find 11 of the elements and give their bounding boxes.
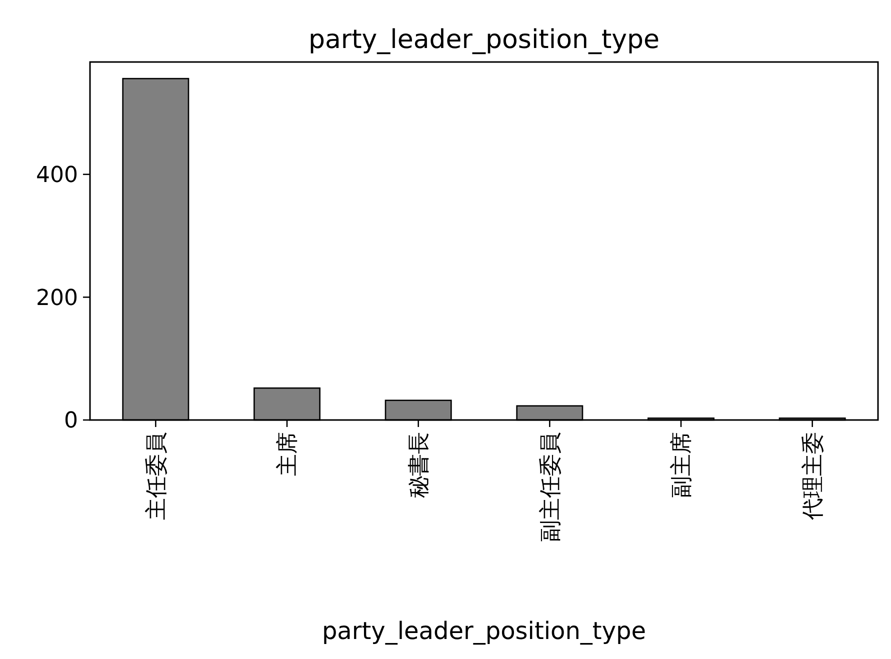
y-tick-label: 200 [36, 286, 78, 311]
x-tick-label: 代理主委 [801, 432, 826, 521]
y-tick-label: 400 [36, 163, 78, 188]
x-tick-label: 主任委員 [144, 432, 170, 520]
x-tick-label: 主席 [276, 432, 301, 476]
x-tick-label: 副主任委員 [538, 432, 564, 542]
chart-title: party_leader_position_type [308, 25, 660, 55]
x-tick-label: 秘書長 [407, 432, 432, 498]
x-axis-title: party_leader_position_type [322, 617, 646, 645]
y-tick-label: 0 [64, 408, 78, 434]
x-tick-label: 副主席 [670, 432, 695, 498]
